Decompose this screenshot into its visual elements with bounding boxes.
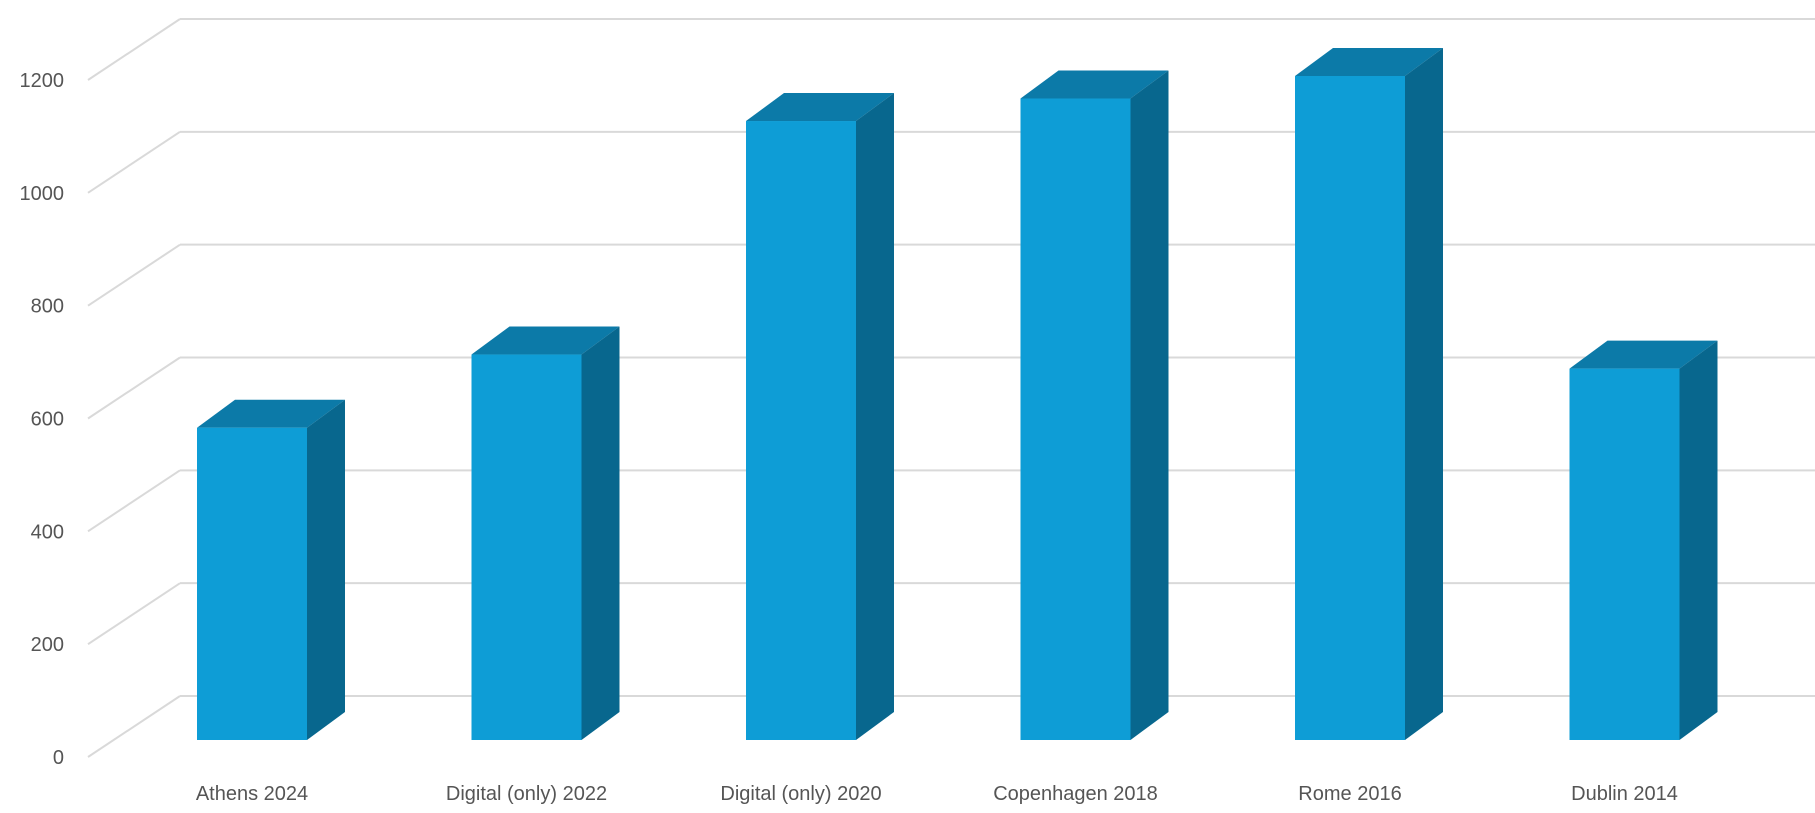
bar-top-face xyxy=(197,399,345,428)
y-tick-label: 1000 xyxy=(20,183,65,205)
bar-front-face xyxy=(471,354,582,740)
gridline-diagonal xyxy=(87,582,181,646)
bar-side-face xyxy=(856,93,894,740)
bar-top-face xyxy=(746,93,894,122)
bar xyxy=(471,326,620,740)
bar xyxy=(746,93,894,740)
y-tick-label: 400 xyxy=(31,521,64,543)
bar-front-face xyxy=(1020,98,1131,740)
bar xyxy=(1569,340,1718,740)
bar-side-face xyxy=(1679,340,1718,740)
bar-side-face xyxy=(581,326,620,740)
bar-top-face xyxy=(471,326,620,355)
bar xyxy=(1020,70,1169,740)
x-tick-label: Copenhagen 2018 xyxy=(993,783,1158,805)
y-tick-label: 0 xyxy=(53,747,64,769)
bar-front-face xyxy=(1569,368,1680,740)
gridline-diagonal xyxy=(87,130,181,194)
bar-front-face xyxy=(1295,76,1405,740)
y-tick-label: 800 xyxy=(31,296,64,318)
x-axis-labels: Athens 2024 Digital (only) 2022 Digital (o… xyxy=(196,783,1678,805)
gridline-diagonal xyxy=(87,18,181,81)
bar-top-face xyxy=(1569,340,1718,369)
bar-front-face xyxy=(197,427,307,740)
bar xyxy=(197,399,345,740)
bar-front-face xyxy=(746,121,856,740)
gridlines xyxy=(87,18,1815,758)
gridline-diagonal xyxy=(87,469,181,533)
gridline-diagonal xyxy=(87,243,181,307)
y-axis-ticks: 0 200 400 600 800 1000 1200 xyxy=(20,70,65,769)
x-tick-label: Dublin 2014 xyxy=(1571,783,1678,805)
bar-top-face xyxy=(1020,70,1169,99)
gridline-diagonal xyxy=(87,356,181,420)
y-tick-label: 600 xyxy=(31,409,64,431)
x-tick-label: Athens 2024 xyxy=(196,783,308,805)
y-tick-label: 1200 xyxy=(20,70,65,92)
gridline-diagonal xyxy=(87,695,181,758)
bar xyxy=(1295,48,1443,740)
bar-side-face xyxy=(1130,70,1169,740)
y-tick-label: 200 xyxy=(31,634,64,656)
x-tick-label: Digital (only) 2020 xyxy=(720,783,881,805)
x-tick-label: Digital (only) 2022 xyxy=(446,783,607,805)
x-tick-label: Rome 2016 xyxy=(1298,783,1401,805)
bar-top-face xyxy=(1295,48,1443,76)
bars xyxy=(197,48,1718,740)
bar-side-face xyxy=(307,399,345,740)
bar-side-face xyxy=(1405,48,1443,740)
